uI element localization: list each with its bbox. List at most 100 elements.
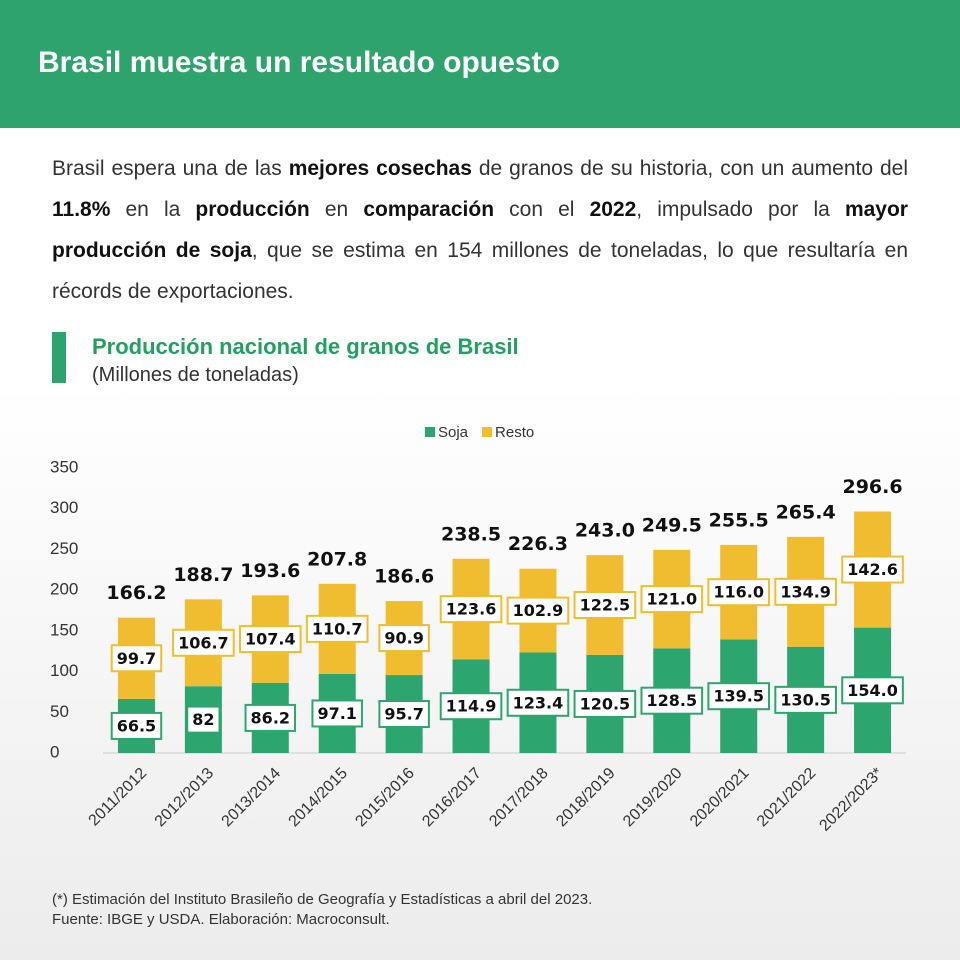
data-label: 139.5 [707, 682, 771, 711]
data-label: 123.6 [439, 595, 503, 624]
footnote: (*) Estimación del Instituto Brasileño d… [52, 891, 593, 908]
data-label: 134.9 [774, 577, 837, 606]
data-label: 99.7 [110, 644, 163, 673]
label-box [573, 591, 637, 620]
chart: 0 50 100 150 200 250 300 350 Soja Resto 66.5 99.7 16… [50, 424, 906, 835]
data-label-text: 97.1 [317, 704, 356, 723]
data-label: 97.1 [311, 699, 363, 728]
total-label: 188.7 [173, 564, 233, 586]
data-label-text: 82 [192, 710, 214, 729]
paragraph-text: de granos de su historia, con un aumento… [471, 157, 908, 180]
label-box [506, 688, 570, 717]
y-tick-label: 300 [50, 498, 78, 517]
total-label: 238.5 [441, 523, 501, 545]
chart-subtitle: (Millones de toneladas) [92, 364, 299, 386]
y-tick-label: 200 [50, 580, 78, 599]
data-label-text: 114.9 [446, 697, 497, 716]
data-label: 110.7 [305, 614, 369, 643]
paragraph-text: en la [110, 198, 196, 221]
data-label: 95.7 [378, 700, 430, 729]
label-box [110, 711, 163, 740]
paragraph-text: 2022 [589, 198, 637, 221]
data-label-text: 130.5 [780, 690, 831, 709]
data-label-text: 122.5 [580, 596, 631, 615]
x-tick-label: 2020/2021 [687, 765, 753, 831]
x-tick-label: 2022/2023* [816, 765, 886, 835]
header-title: Brasil muestra un resultado opuesto [38, 46, 560, 79]
label-box [707, 578, 771, 607]
x-tick-label: 2013/2014 [219, 765, 285, 831]
paragraph-text: , impulsado por la [636, 198, 845, 221]
data-label-text: 142.6 [847, 560, 898, 579]
data-label-text: 120.5 [580, 694, 631, 713]
paragraph-text: producción [195, 198, 310, 221]
data-label-text: 154.0 [847, 681, 898, 700]
label-box [707, 682, 771, 711]
data-label: 86.2 [244, 703, 297, 732]
data-label-text: 102.9 [513, 601, 564, 620]
data-label: 82 [186, 705, 221, 734]
total-label: 249.5 [642, 514, 702, 536]
y-tick-label: 50 [50, 702, 69, 721]
paragraph-text: mayor producción de soja [52, 198, 908, 262]
data-label-text: 134.9 [780, 582, 831, 601]
paragraph-text: 11.8% [52, 198, 111, 221]
label-box [244, 703, 297, 732]
label-box [640, 686, 704, 715]
data-label-text: 123.4 [513, 693, 564, 712]
total-label: 193.6 [240, 560, 300, 582]
label-box [774, 577, 837, 606]
label-box [506, 596, 570, 625]
y-tick-label: 350 [50, 457, 78, 476]
total-label: 166.2 [106, 582, 166, 604]
data-label-text: 128.5 [646, 691, 697, 710]
data-label-text: 90.9 [384, 629, 423, 648]
label-box [378, 700, 430, 729]
data-label-text: 123.6 [446, 600, 497, 619]
data-label: 122.5 [573, 591, 637, 620]
data-label: 116.0 [707, 578, 771, 607]
data-label: 107.4 [238, 625, 302, 654]
label-box [439, 595, 503, 624]
label-box [311, 699, 363, 728]
x-tick-label: 2019/2020 [620, 765, 686, 831]
paragraph: Brasil espera una de las mejores cosecha… [52, 148, 908, 312]
x-tick-label: 2016/2017 [419, 765, 485, 831]
x-tick-label: 2018/2019 [553, 765, 619, 831]
label-box [172, 628, 235, 657]
data-label: 121.0 [640, 585, 704, 614]
legend-label: Resto [495, 424, 534, 441]
label-box [378, 624, 430, 653]
header: Brasil muestra un resultado opuesto [0, 0, 960, 128]
x-tick-label: 2017/2018 [486, 765, 552, 831]
x-tick-label: 2014/2015 [286, 765, 352, 831]
y-tick-label: 250 [50, 539, 78, 558]
paragraph-text: Brasil espera una de las [52, 157, 289, 180]
data-label-text: 95.7 [384, 705, 423, 724]
label-box [186, 705, 221, 734]
footnote: Fuente: IBGE y USDA. Elaboración: Macroc… [52, 911, 390, 928]
data-label-text: 139.5 [713, 687, 764, 706]
x-tick-label: 2011/2012 [86, 765, 151, 830]
data-label: 106.7 [172, 628, 235, 657]
label-box [305, 614, 369, 643]
chart-title: Producción nacional de granos de Brasil [92, 334, 519, 359]
legend-swatch [425, 427, 435, 437]
paragraph-text: con el [494, 198, 590, 221]
y-tick-label: 150 [50, 620, 78, 639]
paragraph-text: , que se estima en 154 millones de tonel… [52, 239, 909, 303]
data-label: 128.5 [640, 686, 704, 715]
data-label-text: 99.7 [117, 649, 156, 668]
label-box [841, 676, 904, 705]
paragraph-text: en [309, 198, 364, 221]
paragraph-text: mejores cosechas [288, 157, 472, 180]
x-tick-label: 2012/2013 [152, 765, 218, 831]
data-label: 154.0 [841, 676, 904, 705]
label-box [841, 555, 904, 584]
accent-bar [52, 332, 66, 383]
y-tick-label: 100 [50, 661, 78, 680]
data-label: 130.5 [774, 685, 837, 714]
x-tick-label: 2015/2016 [352, 765, 418, 831]
label-box [110, 644, 163, 673]
